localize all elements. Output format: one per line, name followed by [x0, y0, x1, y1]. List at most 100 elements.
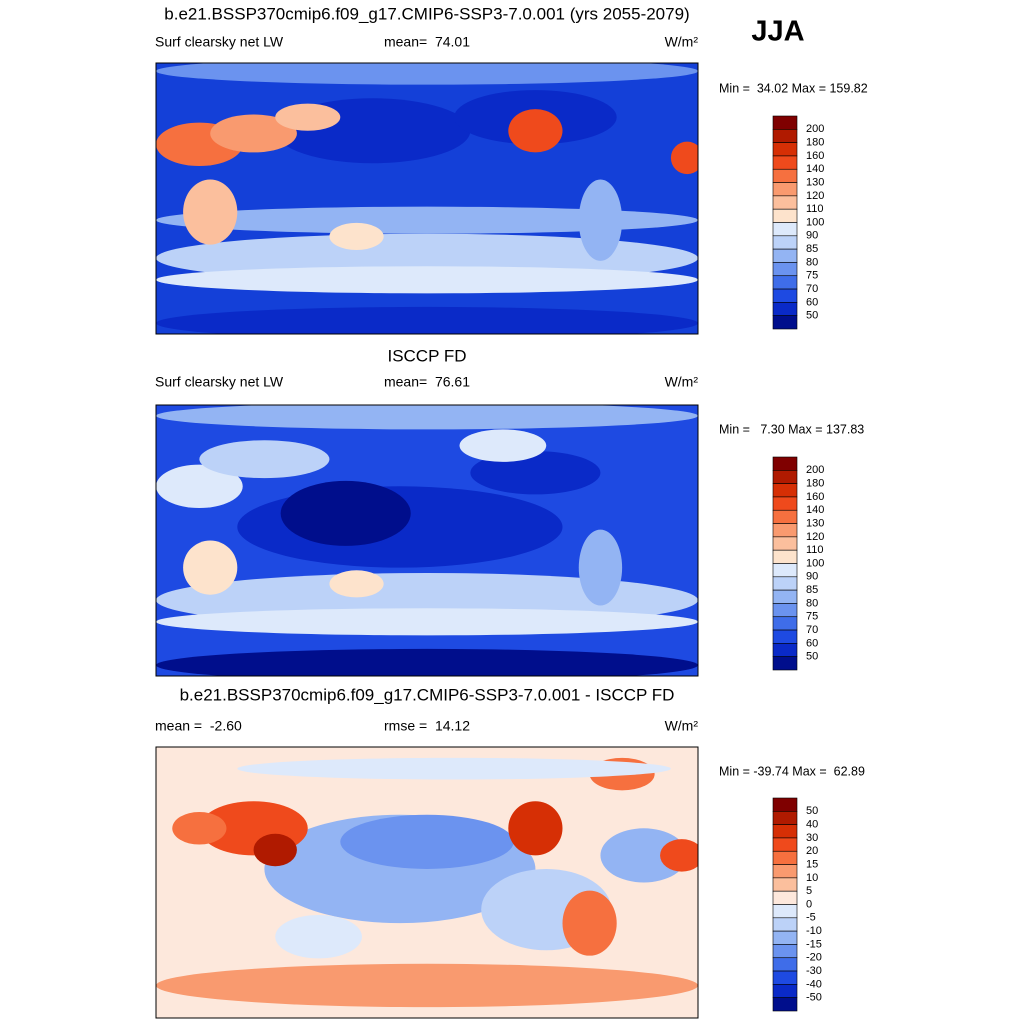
colorbar-box: [772, 456, 798, 471]
colorbar-label: 15: [806, 858, 818, 870]
units-label: W/m²: [665, 34, 699, 50]
colorbar-box: [772, 589, 798, 604]
map-frame: [155, 404, 699, 677]
map-frame: [155, 746, 699, 1019]
map: [156, 747, 698, 1018]
colorbar-label: 180: [806, 137, 824, 149]
map-region: [156, 405, 698, 430]
colorbar-label: 10: [806, 872, 818, 884]
colorbar-box: [772, 877, 798, 892]
colorbar-label: 160: [806, 491, 824, 503]
colorbar-box: [772, 549, 798, 564]
colorbar-box: [772, 944, 798, 959]
map-region: [183, 540, 238, 595]
map-region: [600, 828, 688, 883]
colorbar-label: 160: [806, 150, 824, 162]
map-region: [329, 222, 384, 250]
colorbar-box: [772, 850, 798, 865]
colorbar-label: 85: [806, 243, 818, 255]
map-region: [660, 839, 698, 872]
colorbar-label: -15: [806, 938, 822, 950]
colorbar-box: [772, 917, 798, 932]
colorbar-box: [772, 523, 798, 538]
map-region: [670, 141, 698, 175]
min-max: Min = 7.30 Max = 137.83: [719, 422, 864, 436]
map-region: [459, 429, 547, 462]
map-region: [156, 608, 698, 636]
colorbar-box: [772, 129, 798, 143]
map-region: [156, 206, 698, 234]
colorbar-label: 200: [806, 123, 824, 135]
colorbar-label: 140: [806, 163, 824, 175]
center-label: mean= 76.61: [384, 374, 470, 390]
left-label: Surf clearsky net LW: [155, 374, 284, 390]
map-region: [172, 812, 227, 845]
panel-title: b.e21.BSSP370cmip6.f09_g17.CMIP6-SSP3-7.…: [164, 4, 689, 23]
colorbar-box: [772, 483, 798, 498]
colorbar-box: [772, 576, 798, 591]
map-region: [508, 109, 563, 153]
colorbar-box: [772, 208, 798, 223]
colorbar-label: 80: [806, 256, 818, 268]
colorbar-box: [772, 616, 798, 631]
map-region: [183, 179, 238, 245]
colorbar-box: [772, 315, 798, 330]
colorbar-label: 75: [806, 611, 818, 623]
colorbar-label: 110: [806, 544, 824, 556]
colorbar-box: [772, 837, 798, 852]
colorbar-label: 70: [806, 624, 818, 636]
map-region: [562, 890, 617, 956]
map-region: [470, 451, 601, 495]
colorbar-label: 80: [806, 597, 818, 609]
colorbar-box: [772, 115, 798, 130]
colorbar-label: 30: [806, 832, 818, 844]
colorbar-label: 140: [806, 504, 824, 516]
colorbar-label: 20: [806, 845, 818, 857]
colorbar-box: [772, 288, 798, 303]
colorbar-box: [772, 470, 798, 484]
map: [156, 63, 698, 334]
colorbar-box: [772, 302, 798, 316]
colorbar-box: [772, 496, 798, 511]
map-region: [210, 114, 297, 153]
colorbar-box: [772, 248, 798, 263]
colorbar-box: [772, 643, 798, 657]
colorbar-label: -30: [806, 965, 822, 977]
map-region: [280, 480, 411, 546]
colorbar-box: [772, 509, 798, 524]
colorbar-label: -5: [806, 912, 816, 924]
panel-title: b.e21.BSSP370cmip6.f09_g17.CMIP6-SSP3-7.…: [180, 685, 675, 704]
colorbar-label: 60: [806, 296, 818, 308]
colorbar-label: 50: [806, 651, 818, 663]
colorbar-box: [772, 797, 798, 812]
units-label: W/m²: [665, 374, 699, 390]
center-label: rmse = 14.12: [384, 718, 470, 734]
colorbar-label: 0: [806, 898, 812, 910]
colorbar-box: [772, 235, 798, 250]
map-region: [156, 306, 698, 334]
map-region: [156, 464, 243, 508]
colorbar-label: 85: [806, 584, 818, 596]
colorbar-box: [772, 168, 798, 183]
colorbar-box: [772, 182, 798, 197]
colorbar-box: [772, 864, 798, 879]
map-region: [275, 915, 362, 959]
colorbar-box: [772, 155, 798, 170]
colorbar-label: 130: [806, 176, 824, 188]
colorbar-box: [772, 984, 798, 998]
colorbar-label: -20: [806, 952, 822, 964]
panel-title: ISCCP FD: [387, 346, 466, 365]
colorbar-label: 180: [806, 478, 824, 490]
colorbar-box: [772, 997, 798, 1012]
colorbar-box: [772, 970, 798, 985]
colorbar-label: 130: [806, 517, 824, 529]
map: [156, 405, 698, 676]
colorbar-box: [772, 811, 798, 825]
colorbar-box: [772, 904, 798, 919]
colorbar-label: -40: [806, 978, 822, 990]
colorbar-label: 90: [806, 230, 818, 242]
min-max: Min = -39.74 Max = 62.89: [719, 764, 865, 778]
map-region: [199, 440, 330, 479]
colorbar-label: 50: [806, 805, 818, 817]
colorbar-box: [772, 262, 798, 277]
